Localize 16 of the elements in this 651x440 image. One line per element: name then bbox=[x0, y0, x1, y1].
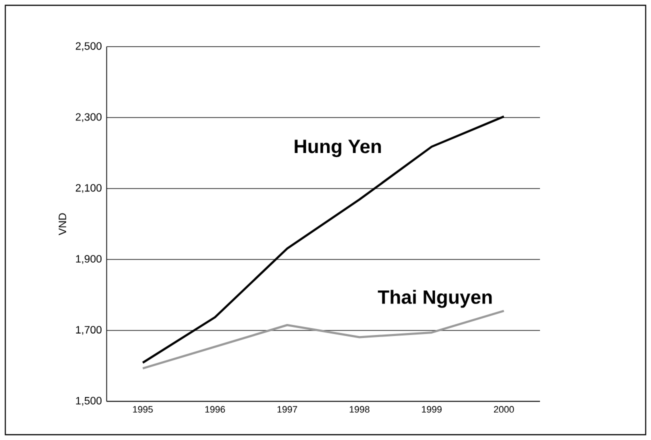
y-tick-label: 2,500 bbox=[76, 42, 102, 52]
y-tick-label: 1,900 bbox=[76, 255, 102, 264]
y-tick-label: 1,500 bbox=[76, 396, 102, 406]
x-tick-label: 1997 bbox=[278, 406, 298, 413]
y-tick-label: 1,700 bbox=[76, 326, 102, 335]
x-tick-label: 1995 bbox=[133, 406, 153, 413]
y-tick-label: 2,300 bbox=[76, 113, 102, 122]
x-tick-label: 1996 bbox=[205, 406, 225, 413]
x-tick-label: 2000 bbox=[494, 406, 514, 413]
y-tick-label: 2,100 bbox=[76, 184, 102, 193]
series-label: Hung Yen bbox=[294, 140, 381, 158]
x-tick-label: 1999 bbox=[422, 406, 442, 413]
x-tick-label: 1998 bbox=[350, 406, 370, 413]
series-label: Thai Nguyen bbox=[378, 290, 492, 308]
y-axis-title: VND bbox=[58, 213, 66, 236]
line-series bbox=[142, 115, 505, 364]
